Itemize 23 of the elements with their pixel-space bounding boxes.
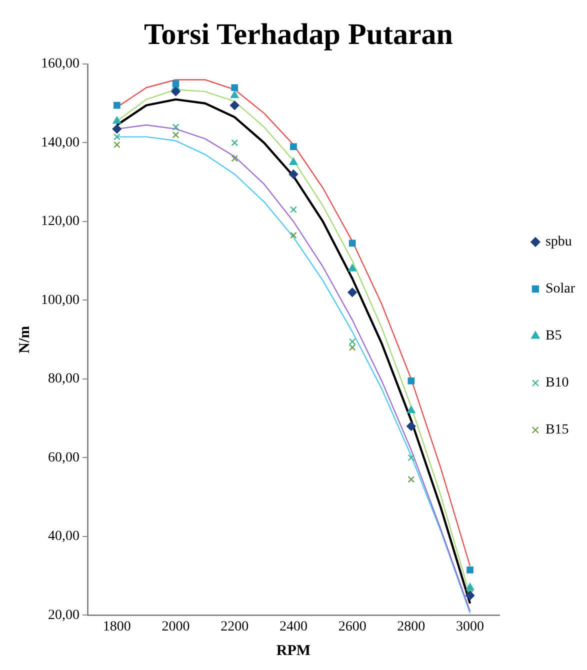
- legend-label: B10: [545, 376, 569, 391]
- y-tick-label: 140,00: [41, 135, 80, 150]
- y-tick-label: 20,00: [48, 608, 80, 623]
- x-tick-label: 3000: [456, 619, 484, 634]
- legend-label: B15: [545, 422, 569, 438]
- y-axis-title: N/m: [16, 325, 33, 354]
- y-tick-label: 100,00: [41, 292, 80, 308]
- x-tick-label: 2000: [162, 619, 190, 634]
- y-tick-label: 60,00: [48, 450, 80, 466]
- legend-label: B5: [545, 328, 562, 344]
- x-tick-label: 2200: [220, 619, 249, 634]
- chart-title: Torsi Terhadap Putaran: [144, 18, 454, 51]
- legend-label: Solar: [545, 282, 576, 297]
- x-axis-title: RPM: [276, 642, 311, 659]
- x-tick-label: 2800: [397, 619, 426, 634]
- y-tick-label: 80,00: [48, 372, 80, 387]
- x-tick-label: 1800: [102, 619, 131, 634]
- y-tick-label: 120,00: [41, 214, 80, 230]
- y-tick-label: 40,00: [48, 529, 80, 544]
- x-tick-label: 2600: [338, 619, 366, 634]
- x-tick-label: 2400: [279, 619, 308, 634]
- y-tick-label: 160,00: [41, 56, 80, 72]
- legend-label: spbu: [545, 234, 572, 250]
